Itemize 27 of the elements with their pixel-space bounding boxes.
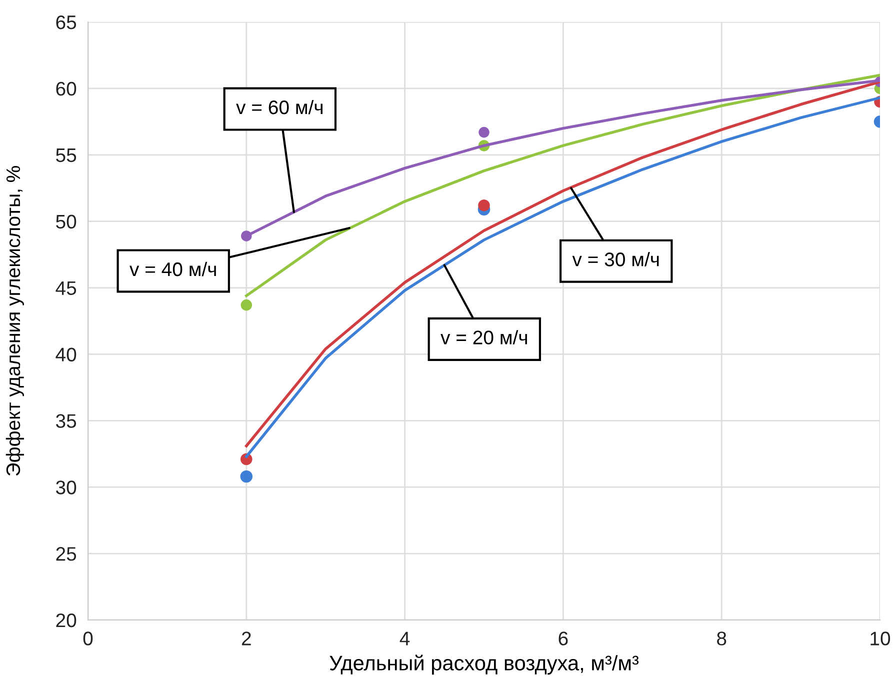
annotation: v = 60 м/ч — [236, 100, 322, 114]
y-tick-label: 30 — [56, 480, 76, 494]
y-tick-label: 45 — [56, 281, 76, 296]
y-tick-label: 55 — [56, 148, 76, 162]
x-tick-label: 4 — [400, 632, 410, 646]
annotation: v = 40 м/ч — [130, 262, 216, 276]
y-tick-label: 35 — [56, 414, 76, 428]
y-tick-label: 65 — [56, 15, 76, 30]
point — [478, 199, 490, 212]
x-tick-label: 0 — [83, 632, 93, 646]
y-axis-title: Эффект удаления углекислоты, % — [6, 166, 24, 476]
point — [240, 470, 253, 483]
y-tick-label: 40 — [56, 348, 76, 362]
y-tick-label: 25 — [56, 547, 76, 561]
annotation: v = 30 м/ч — [572, 252, 659, 266]
x-tick-label: 8 — [717, 632, 726, 646]
x-tick-label: 10 — [870, 632, 890, 646]
x-tick-label: 2 — [242, 632, 251, 646]
annotation: v = 20 м/ч — [440, 330, 527, 344]
line-series — [245, 74, 880, 298]
point — [478, 126, 490, 138]
x-tick-label: 6 — [558, 632, 568, 646]
y-tick-label: 60 — [56, 82, 76, 96]
y-tick-label: 20 — [56, 613, 76, 628]
x-axis-title: Удельный расход воздуха, м³/м³ — [330, 654, 639, 675]
y-tick-label: 50 — [56, 214, 76, 229]
point — [240, 299, 252, 311]
